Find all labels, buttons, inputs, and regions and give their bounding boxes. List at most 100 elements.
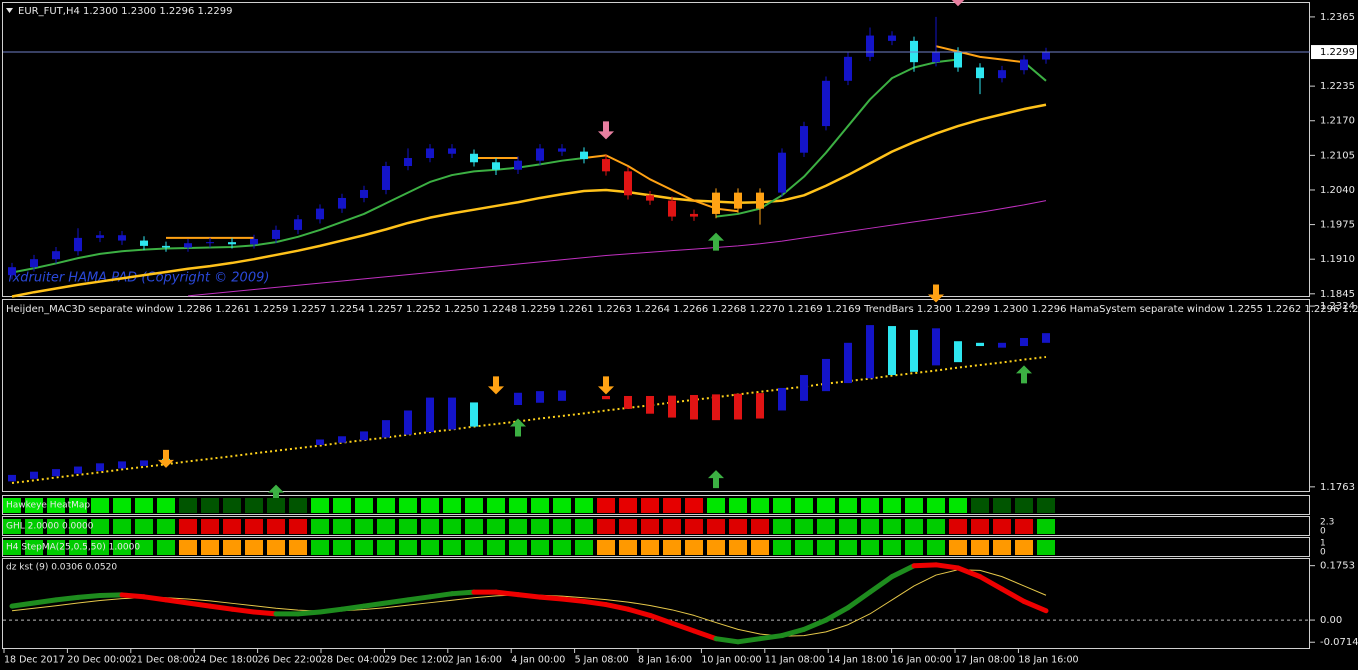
hist-bar <box>998 342 1006 348</box>
kst-segment <box>625 606 653 618</box>
kst-frame <box>2 558 1310 649</box>
heatmap-cell <box>641 498 659 513</box>
y-tick-label: 0.1753 <box>1320 561 1355 572</box>
heatmap-cell <box>553 519 571 534</box>
hist-bar <box>404 410 412 435</box>
heatmap-cell <box>993 540 1011 555</box>
kst-segment <box>449 589 477 597</box>
kst-segment <box>405 594 433 603</box>
x-tick-label: 21 Dec 08:00 <box>131 655 195 666</box>
candle-body <box>778 152 786 193</box>
heatmap-cell <box>25 498 43 513</box>
up-arrow <box>708 470 724 489</box>
heatmap-cell <box>355 519 373 534</box>
kst-segment <box>823 605 851 623</box>
kst-segment <box>779 626 807 639</box>
heatmap-cell <box>1015 540 1033 555</box>
heatmap-cell <box>597 540 615 555</box>
kst-segment <box>119 592 147 600</box>
candle-body <box>954 51 962 68</box>
hist-bar <box>118 461 126 469</box>
heatmap-cell <box>201 498 219 513</box>
heatmap-cell <box>531 498 549 513</box>
heatmap-cell <box>1037 498 1055 513</box>
candle-body <box>8 267 16 276</box>
heatmap-cell <box>729 540 747 555</box>
current-price-box <box>1311 45 1357 60</box>
kst-segment <box>603 602 631 612</box>
x-tick-label: 5 Jan 08:00 <box>575 655 629 666</box>
candle-body <box>866 35 874 57</box>
kst-segment <box>361 600 389 609</box>
y-tick-label: 1.2365 <box>1320 12 1355 23</box>
candle-body <box>294 219 302 230</box>
kst-segment <box>9 600 37 609</box>
heatmap-cell <box>223 498 241 513</box>
heatmap-cell <box>465 498 483 513</box>
main-title: EUR_FUT,H4 1.2300 1.2300 1.2296 1.2299 <box>18 6 233 17</box>
heatmap-cell <box>399 540 417 555</box>
x-tick-label: 4 Jan 00:00 <box>511 655 565 666</box>
x-tick-label: 17 Jan 08:00 <box>955 655 1015 666</box>
heatmap-cell <box>509 498 527 513</box>
candle-body <box>448 148 456 154</box>
heatmap-cell <box>927 498 945 513</box>
candle-body <box>536 148 544 161</box>
heatmap-cell <box>795 540 813 555</box>
y-tick-label: 1.2105 <box>1320 150 1355 161</box>
heatmap-cell <box>201 519 219 534</box>
x-tick-label: 18 Jan 16:00 <box>1018 655 1078 666</box>
heatmap-cell <box>663 540 681 555</box>
heatmap-cell <box>333 519 351 534</box>
up-arrow <box>1016 365 1032 384</box>
heatmap-cell <box>971 498 989 513</box>
hist-bar <box>426 397 434 433</box>
heatmap-cell <box>465 540 483 555</box>
kst-title: dz kst (9) 0.0306 0.0520 <box>6 563 117 573</box>
heatmap-cell <box>289 498 307 513</box>
heatmap-cell <box>575 540 593 555</box>
heatmap-cell <box>993 519 1011 534</box>
kst-segment <box>97 592 125 599</box>
hist-bar <box>360 431 368 441</box>
heatmap-cell <box>905 498 923 513</box>
heatmap-cell <box>1037 519 1055 534</box>
indicator-line <box>715 58 959 218</box>
heatmap-cell <box>685 540 703 555</box>
heatmap-cell <box>861 540 879 555</box>
kst-segment <box>559 596 587 604</box>
heatmap-cell <box>949 519 967 534</box>
heatmap-cell <box>69 498 87 513</box>
y-tick-label: -0.0714 <box>1320 637 1358 648</box>
candle-body <box>690 213 698 217</box>
hist-bar <box>910 329 918 372</box>
heatmap-cell <box>157 540 175 555</box>
down-arrow <box>598 121 614 140</box>
heatmap-cell <box>817 498 835 513</box>
symbol-menu-icon[interactable] <box>6 8 13 13</box>
heatmap-cell <box>839 519 857 534</box>
heatmap-cell <box>729 498 747 513</box>
heatmap-cell <box>751 498 769 513</box>
hist-bar <box>448 397 456 430</box>
hist-bar <box>866 325 874 379</box>
heatmap-cell <box>377 540 395 555</box>
heatmap-cell <box>333 540 351 555</box>
candle-body <box>822 80 830 127</box>
kst-segment <box>207 603 235 612</box>
heatmap-cell <box>135 498 153 513</box>
x-tick-label: 10 Jan 00:00 <box>701 655 761 666</box>
y-tick-label: 1.2170 <box>1320 116 1355 127</box>
kst-segment <box>999 586 1027 604</box>
heatmap-cell <box>883 498 901 513</box>
heatmap-cell <box>861 519 879 534</box>
heatmap-cell <box>487 540 505 555</box>
candle-body <box>140 240 148 246</box>
heatmap-cell <box>465 519 483 534</box>
up-arrow <box>510 418 526 437</box>
candle-body <box>932 51 940 63</box>
candle-body <box>514 160 522 170</box>
heatmap-cell <box>575 498 593 513</box>
kst-segment <box>977 574 1005 592</box>
heatmap-cell <box>949 540 967 555</box>
